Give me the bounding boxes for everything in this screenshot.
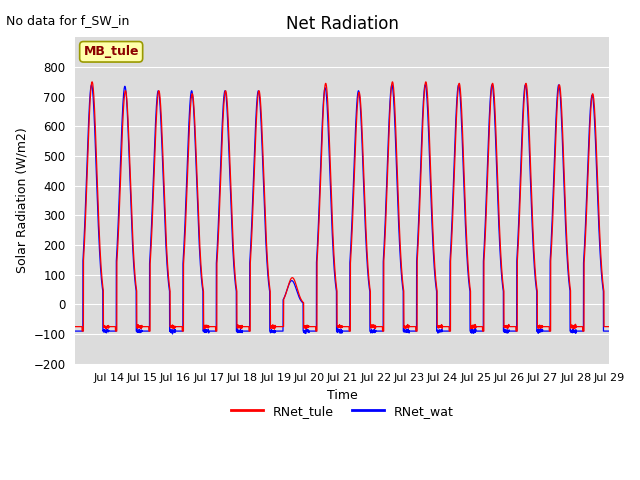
Line: RNet_wat: RNet_wat <box>76 85 609 334</box>
RNet_tule <box>515 223 523 228</box>
RNet_wat <box>72 328 79 334</box>
RNet_tule <box>362 232 370 238</box>
RNet_wat <box>605 328 613 334</box>
Text: No data for f_SW_in: No data for f_SW_in <box>6 14 130 27</box>
RNet_wat <box>515 209 523 215</box>
RNet_tule <box>78 328 86 334</box>
Legend: RNet_tule, RNet_wat: RNet_tule, RNet_wat <box>227 400 458 423</box>
RNet_tule <box>182 203 190 209</box>
RNet_tule <box>529 225 537 230</box>
Y-axis label: Solar Radiation (W/m2): Solar Radiation (W/m2) <box>15 128 28 274</box>
Line: RNet_tule: RNet_tule <box>76 82 609 331</box>
RNet_tule <box>605 324 613 329</box>
RNet_tule <box>72 324 79 329</box>
RNet_tule <box>88 79 96 85</box>
RNet_wat <box>182 187 190 192</box>
RNet_wat <box>88 82 95 88</box>
RNet_wat <box>362 244 370 250</box>
Title: Net Radiation: Net Radiation <box>286 15 399 33</box>
RNet_wat <box>529 238 537 244</box>
X-axis label: Time: Time <box>327 389 358 402</box>
RNet_wat <box>489 86 497 92</box>
RNet_wat <box>391 120 399 126</box>
Text: MB_tule: MB_tule <box>83 45 139 58</box>
RNet_tule <box>391 105 399 111</box>
RNet_wat <box>169 331 177 337</box>
RNet_tule <box>489 81 497 87</box>
